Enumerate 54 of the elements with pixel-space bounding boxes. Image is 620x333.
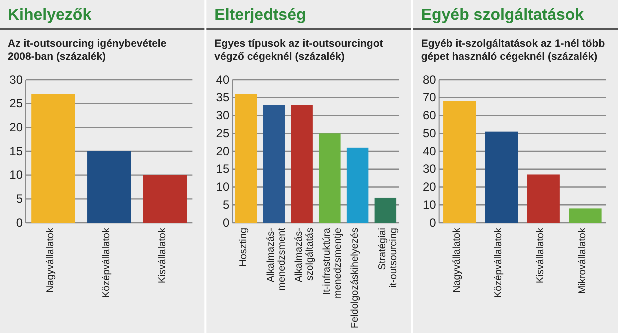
x-tick-label: Kisvállalatok [536,227,547,284]
bar [569,208,602,223]
x-tick-label: Mikrovállalatok [577,227,588,294]
y-tick-label: 10 [216,180,230,194]
y-tick-label: 30 [216,108,230,123]
y-tick-label: 15 [216,162,230,176]
y-tick-label: 5 [16,192,24,206]
bar [346,148,369,223]
x-tick-label: Kisvállalatok [157,227,168,284]
bar [88,152,132,223]
x-tick-label: Feldolgozáskihelyezés [350,228,361,329]
y-tick-label: 0 [16,216,24,230]
y-tick-label: 10 [422,198,437,212]
y-tick-label: 0 [222,216,230,230]
y-tick-label: 70 [422,90,437,105]
y-tick-label: 40 [216,72,230,87]
y-tick-label: 10 [10,168,24,182]
bar [235,94,258,223]
y-tick-label: 20 [422,180,437,194]
chart-title: Kihelyezők [8,7,92,24]
x-tick-label: Középvállalatok [101,227,112,298]
y-tick-label: 15 [10,144,24,158]
y-tick-label: 30 [422,162,437,176]
y-tick-label: 20 [10,120,24,135]
bar [32,94,76,223]
y-tick-label: 30 [10,72,24,87]
x-tick-label: Nagyvállalatok [45,227,56,294]
x-tick-label: Középvállalatok [494,227,505,298]
bar [319,134,341,223]
bar [527,174,560,223]
bar [374,198,397,223]
y-tick-label: 80 [422,72,437,87]
y-tick-label: 25 [216,126,230,140]
chart-title: Egyéb szolgáltatások [421,7,584,24]
bar [143,175,188,223]
bar [263,105,286,223]
x-tick-label: Alkalmazás-menedzsment [266,228,288,291]
y-tick-label: 35 [216,90,230,105]
chart-subtitle: Egyéb it-szolgáltatások az 1-nél több gépet használó cégeknél (százalék) [421,38,606,63]
bar [291,105,313,223]
y-tick-label: 25 [10,96,24,111]
y-tick-label: 60 [422,108,437,123]
bar [444,101,476,223]
x-tick-label: Nagyvállalatok [452,227,463,294]
y-tick-label: 20 [216,144,230,158]
y-tick-label: 50 [422,126,437,140]
y-tick-label: 40 [422,144,437,158]
chart-subtitle: Egyes típusok az it-outsourcingot végző cégeknél (százalék) [214,38,384,63]
y-tick-label: 0 [430,216,437,230]
bar [485,132,518,223]
x-tick-label: Hoszting [238,228,250,267]
chart-subtitle: Az it-outsourcing igénybevétele 2008-ban (százalék) [8,38,167,63]
y-tick-label: 5 [222,198,230,212]
chart-title: Elterjedtség [214,7,306,24]
